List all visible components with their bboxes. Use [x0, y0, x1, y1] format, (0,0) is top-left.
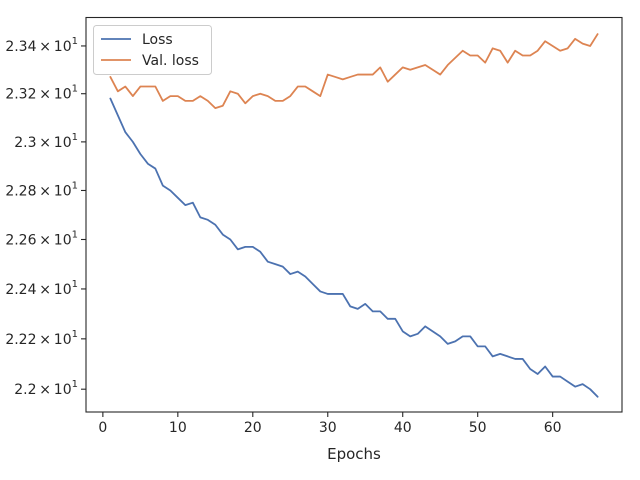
series-line-loss [109, 97, 599, 398]
x-tick-label: 50 [469, 420, 487, 436]
x-axis: 0 10 20 30 40 50 60 [98, 412, 562, 436]
y-tick-label: 2.24 × 101 [5, 279, 78, 298]
plot-frame [85, 16, 623, 413]
x-tick-label: 0 [98, 420, 107, 436]
y-tick-label: 2.34 × 101 [5, 36, 78, 55]
x-tick-label: 20 [244, 420, 262, 436]
y-tick-label: 2.32 × 101 [5, 84, 78, 103]
x-tick-label: 60 [544, 420, 562, 436]
x-tick-label: 30 [319, 420, 337, 436]
legend: Loss Val. loss [93, 25, 212, 75]
series-line-val-loss [109, 33, 599, 110]
y-tick-label: 2.26 × 101 [5, 229, 78, 248]
y-axis: 2.2 × 101 2.22 × 101 2.24 × 101 2.26 × 101 2… [5, 36, 86, 398]
y-tick-label: 2.2 × 101 [14, 379, 78, 398]
y-tick-label: 2.28 × 101 [5, 180, 78, 199]
plot-lines [109, 33, 599, 398]
y-tick-label: 2.22 × 101 [5, 329, 78, 348]
legend-box [93, 25, 212, 75]
x-axis-label: Epochs [327, 445, 381, 463]
x-tick-label: 40 [394, 420, 412, 436]
y-tick-label: 2.3 × 101 [14, 132, 78, 151]
x-tick-label: 10 [169, 420, 187, 436]
legend-label-val-loss: Val. loss [142, 53, 199, 69]
legend-label-loss: Loss [142, 32, 173, 48]
